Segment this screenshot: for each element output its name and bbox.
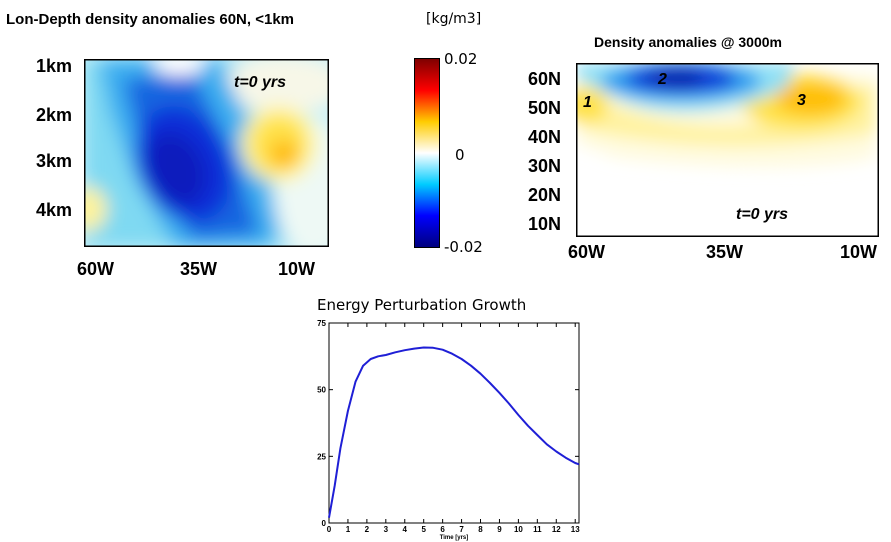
left-ytick: 3km bbox=[36, 151, 73, 171]
y-tick-label: 0 bbox=[322, 519, 327, 528]
right-xtick: 10W bbox=[840, 242, 878, 262]
x-tick-label: 10 bbox=[514, 525, 523, 534]
right-ytick: 60N bbox=[528, 69, 562, 89]
x-tick-label: 9 bbox=[497, 525, 502, 534]
right-ytick: 50N bbox=[528, 98, 562, 118]
y-tick-label: 25 bbox=[317, 452, 326, 461]
x-axis-label: Time [yrs] bbox=[440, 535, 469, 541]
chart-title: Energy Perturbation Growth bbox=[317, 296, 527, 314]
right-time-label: t=0 yrs bbox=[736, 206, 788, 223]
left-panel-title: Lon-Depth density anomalies 60N, <1km bbox=[6, 11, 294, 28]
y-tick-label: 50 bbox=[317, 386, 326, 395]
x-tick-label: 12 bbox=[552, 525, 561, 534]
x-tick-label: 8 bbox=[478, 525, 483, 534]
colorbar bbox=[414, 58, 440, 248]
left-ytick: 2km bbox=[36, 105, 73, 125]
right-ytick: 30N bbox=[528, 156, 562, 176]
x-tick-label: 6 bbox=[440, 525, 445, 534]
left-ytick: 1km bbox=[36, 56, 73, 76]
left-time-label: t=0 yrs bbox=[234, 74, 286, 91]
left-panel-heatmap: t=0 yrs bbox=[84, 59, 329, 247]
marker-3: 3 bbox=[797, 92, 806, 109]
colorbar-label-zero: 0 bbox=[455, 146, 465, 164]
plot-frame bbox=[328, 322, 580, 524]
right-xtick: 35W bbox=[706, 242, 744, 262]
left-xtick: 60W bbox=[77, 259, 115, 279]
x-tick-label: 4 bbox=[403, 525, 408, 534]
colorbar-label-min: -0.02 bbox=[444, 238, 483, 256]
x-tick-label: 11 bbox=[533, 525, 542, 534]
colorbar-unit: [kg/m3] bbox=[426, 11, 482, 27]
x-tick-label: 7 bbox=[459, 525, 464, 534]
right-ytick: 10N bbox=[528, 214, 562, 234]
left-xtick: 10W bbox=[278, 259, 316, 279]
right-ytick: 40N bbox=[528, 127, 562, 147]
right-panel-heatmap: 1 2 3 t=0 yrs bbox=[576, 63, 879, 237]
x-tick-label: 2 bbox=[365, 525, 370, 534]
x-tick-label: 5 bbox=[421, 525, 426, 534]
x-tick-label: 1 bbox=[346, 525, 351, 534]
x-tick-label: 0 bbox=[327, 525, 332, 534]
marker-2: 2 bbox=[657, 71, 667, 88]
left-ytick: 4km bbox=[36, 200, 73, 220]
right-panel-title: Density anomalies @ 3000m bbox=[594, 34, 782, 50]
colorbar-label-max: 0.02 bbox=[444, 50, 478, 68]
right-ytick: 20N bbox=[528, 185, 562, 205]
series-line bbox=[328, 346, 580, 518]
y-tick-label: 75 bbox=[317, 319, 326, 328]
x-tick-label: 13 bbox=[571, 525, 580, 534]
right-xtick: 60W bbox=[568, 242, 606, 262]
marker-1: 1 bbox=[583, 94, 592, 111]
left-xtick: 35W bbox=[180, 259, 218, 279]
x-tick-label: 3 bbox=[384, 525, 389, 534]
